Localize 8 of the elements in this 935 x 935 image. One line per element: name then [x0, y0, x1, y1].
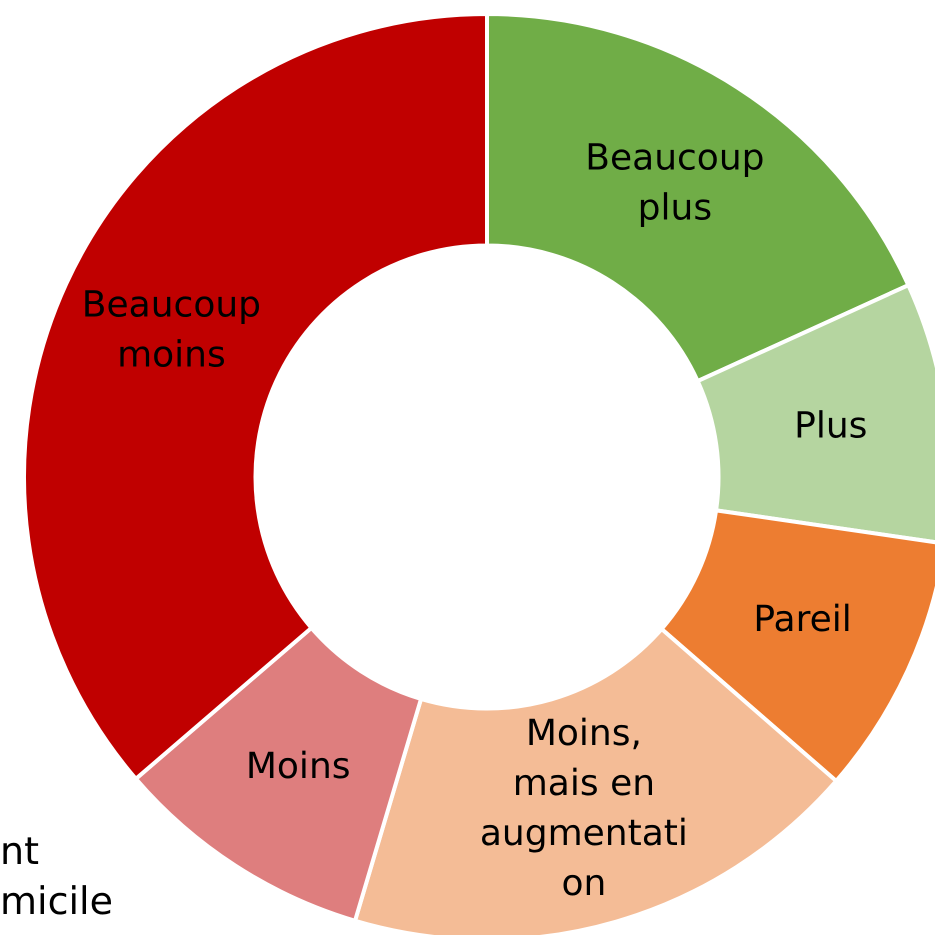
slice-label: Moins, mais en augmentation [480, 712, 688, 904]
slice-label: Beaucoup plus [585, 137, 765, 228]
slice-label: Moins [246, 746, 351, 787]
text: nt [0, 829, 39, 873]
slice-label: Pareil [753, 599, 852, 640]
slice-label: Beaucoup moins [82, 284, 262, 376]
text: micile [0, 879, 113, 923]
slice-label: Plus [794, 405, 868, 446]
